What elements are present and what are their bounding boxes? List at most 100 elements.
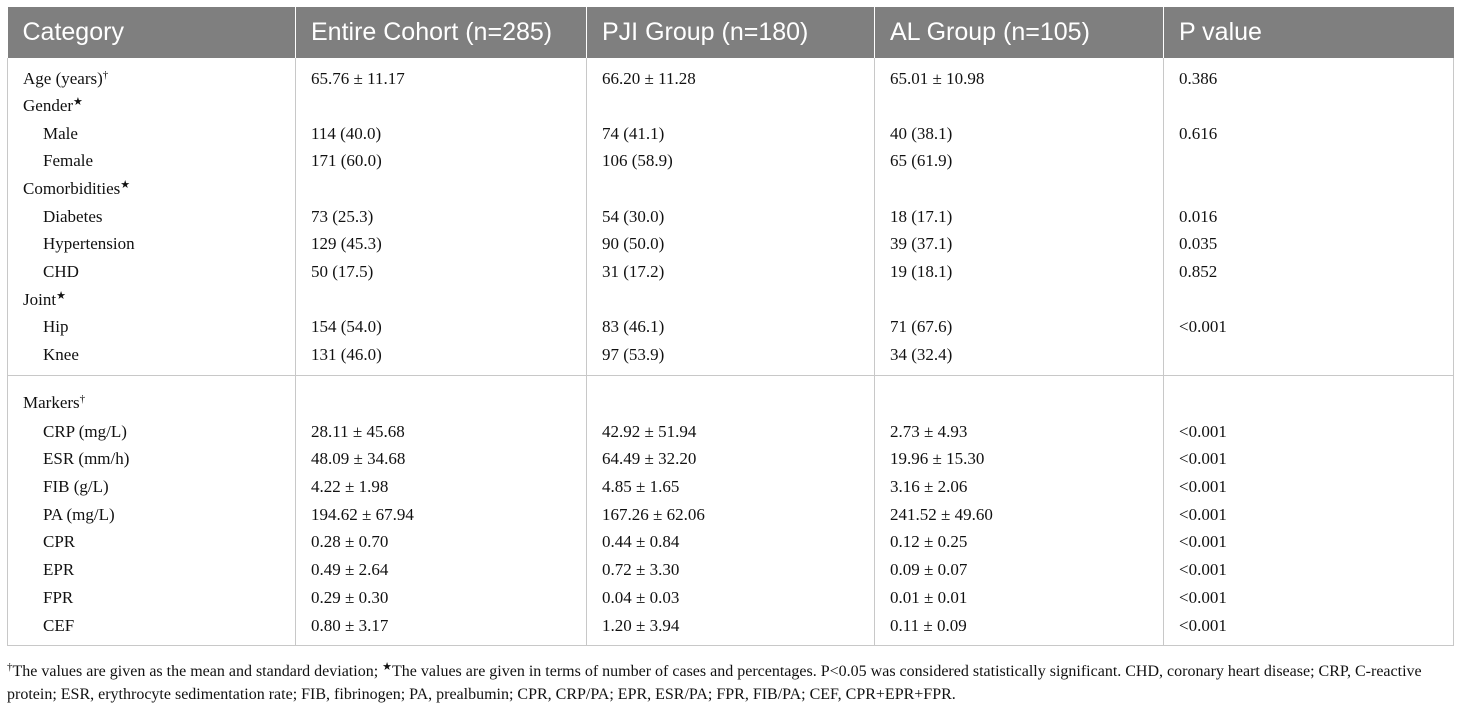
table-row: Male 114 (40.0) 74 (41.1) 40 (38.1) 0.616 <box>7 119 1454 148</box>
pji-group-cell: 0.04 ± 0.03 <box>586 584 875 612</box>
footnote-mark: ★ <box>73 95 83 108</box>
pji-group-cell: 83 (46.1) <box>586 313 875 342</box>
table-row: Hypertension 129 (45.3) 90 (50.0) 39 (37.1)… <box>7 230 1454 259</box>
al-group-cell: 0.12 ± 0.25 <box>874 528 1164 557</box>
header-al-group: AL Group (n=105) <box>874 7 1164 58</box>
al-group-cell: 65.01 ± 10.98 <box>874 58 1164 92</box>
p-value-cell: 0.852 <box>1163 258 1454 286</box>
header-p-value: P value <box>1163 7 1454 58</box>
al-group-cell: 19.96 ± 15.30 <box>874 445 1164 474</box>
table-body: Age (years)† 65.76 ± 11.17 66.20 ± 11.28 65… <box>7 58 1454 647</box>
row-label-text: Knee <box>43 345 79 365</box>
al-group-cell <box>874 175 1164 203</box>
footnote-mark: ★ <box>120 178 131 191</box>
p-value-cell: 0.616 <box>1163 119 1454 148</box>
al-group-cell: 19 (18.1) <box>874 258 1164 286</box>
characteristics-table: Category Entire Cohort (n=285) PJI Group… <box>7 7 1454 647</box>
pji-group-cell: 31 (17.2) <box>586 258 875 286</box>
table-row: EPR 0.49 ± 2.64 0.72 ± 3.30 0.09 ± 0.07 <0.0… <box>7 556 1454 584</box>
entire-cohort-cell: 0.49 ± 2.64 <box>295 556 587 584</box>
entire-cohort-cell <box>295 374 587 418</box>
row-label: PA (mg/L) <box>7 500 296 529</box>
al-group-cell: 34 (32.4) <box>874 341 1164 376</box>
row-label-text: FIB (g/L) <box>43 477 109 497</box>
footnote-mark: ★ <box>56 289 66 302</box>
row-label-text: Age (years) <box>23 69 103 88</box>
entire-cohort-cell: 129 (45.3) <box>295 230 587 259</box>
row-label-text: Markers <box>23 392 80 412</box>
table-row: Age (years)† 65.76 ± 11.17 66.20 ± 11.28 65… <box>7 58 1454 92</box>
footnote-mark: † <box>79 392 86 405</box>
p-value-cell <box>1163 285 1454 314</box>
entire-cohort-cell: 171 (60.0) <box>295 147 587 176</box>
al-group-cell: 0.09 ± 0.07 <box>874 556 1164 584</box>
row-label: CHD <box>7 258 296 286</box>
row-label-text: Hip <box>43 317 69 337</box>
table-row: Joint★ <box>7 285 1454 314</box>
table-row: Hip 154 (54.0) 83 (46.1) 71 (67.6) <0.001 <box>7 313 1454 342</box>
row-label: CEF <box>7 611 296 647</box>
row-label: Female <box>7 147 296 176</box>
row-label: Male <box>7 119 296 148</box>
table-row: PA (mg/L) 194.62 ± 67.94 167.26 ± 62.06 241… <box>7 500 1454 529</box>
row-label-text: EPR <box>43 560 75 580</box>
header-pji-group: PJI Group (n=180) <box>586 7 875 58</box>
pji-group-cell: 167.26 ± 62.06 <box>586 500 875 529</box>
row-label-text: Comorbidities <box>23 178 121 198</box>
al-group-cell <box>874 92 1164 120</box>
pji-group-cell: 74 (41.1) <box>586 119 875 148</box>
pji-group-cell <box>586 92 875 120</box>
p-value-cell <box>1163 175 1454 203</box>
row-label-text: PA (mg/L) <box>43 504 115 524</box>
table-row: CRP (mg/L) 28.11 ± 45.68 42.92 ± 51.94 2.73… <box>7 417 1454 446</box>
row-label: FPR <box>7 584 296 612</box>
entire-cohort-cell <box>295 285 587 314</box>
entire-cohort-cell: 0.29 ± 0.30 <box>295 584 587 612</box>
p-value-cell <box>1163 374 1454 418</box>
p-value-cell: <0.001 <box>1163 584 1454 612</box>
row-label: ESR (mm/h) <box>7 445 296 474</box>
pji-group-cell: 90 (50.0) <box>586 230 875 259</box>
pji-group-cell: 4.85 ± 1.65 <box>586 473 875 501</box>
al-group-cell: 39 (37.1) <box>874 230 1164 259</box>
pji-group-cell <box>586 175 875 203</box>
row-label-text: CEF <box>43 615 75 635</box>
entire-cohort-cell: 154 (54.0) <box>295 313 587 342</box>
row-label: Knee <box>7 341 296 376</box>
table-row: Gender★ <box>7 92 1454 120</box>
entire-cohort-cell: 48.09 ± 34.68 <box>295 445 587 474</box>
row-label-text: Gender <box>23 95 74 115</box>
row-label: Hip <box>7 313 296 342</box>
row-label: CRP (mg/L) <box>7 417 296 446</box>
al-group-cell: 65 (61.9) <box>874 147 1164 176</box>
pji-group-cell: 0.72 ± 3.30 <box>586 556 875 584</box>
pji-group-cell: 42.92 ± 51.94 <box>586 417 875 446</box>
row-label: Joint★ <box>7 285 296 314</box>
entire-cohort-cell: 131 (46.0) <box>295 341 587 376</box>
table-row: Female 171 (60.0) 106 (58.9) 65 (61.9) <box>7 147 1454 176</box>
table-row: Knee 131 (46.0) 97 (53.9) 34 (32.4) <box>7 341 1454 376</box>
p-value-cell: <0.001 <box>1163 445 1454 474</box>
row-label-text: CPR <box>43 532 76 552</box>
entire-cohort-cell: 28.11 ± 45.68 <box>295 417 587 446</box>
row-label-text: Male <box>43 123 78 143</box>
al-group-cell: 241.52 ± 49.60 <box>874 500 1164 529</box>
entire-cohort-cell <box>295 92 587 120</box>
table-row: CPR 0.28 ± 0.70 0.44 ± 0.84 0.12 ± 0.25 <0.0… <box>7 528 1454 557</box>
row-label: Age (years)† <box>7 58 296 92</box>
row-label: EPR <box>7 556 296 584</box>
table-row: Comorbidities★ <box>7 175 1454 203</box>
al-group-cell <box>874 285 1164 314</box>
star-mark: ★ <box>382 661 393 673</box>
al-group-cell: 2.73 ± 4.93 <box>874 417 1164 446</box>
row-label-text: ESR (mm/h) <box>43 449 130 469</box>
pji-group-cell: 106 (58.9) <box>586 147 875 176</box>
header-row: Category Entire Cohort (n=285) PJI Group… <box>7 7 1454 58</box>
pji-group-cell <box>586 374 875 418</box>
row-label-text: FPR <box>43 587 74 607</box>
row-label-text: CRP (mg/L) <box>43 421 127 441</box>
table-container: Category Entire Cohort (n=285) PJI Group… <box>7 7 1454 647</box>
table-row: FIB (g/L) 4.22 ± 1.98 4.85 ± 1.65 3.16 ± 2.… <box>7 473 1454 501</box>
row-label: Markers† <box>7 374 296 418</box>
pji-group-cell: 54 (30.0) <box>586 202 875 231</box>
